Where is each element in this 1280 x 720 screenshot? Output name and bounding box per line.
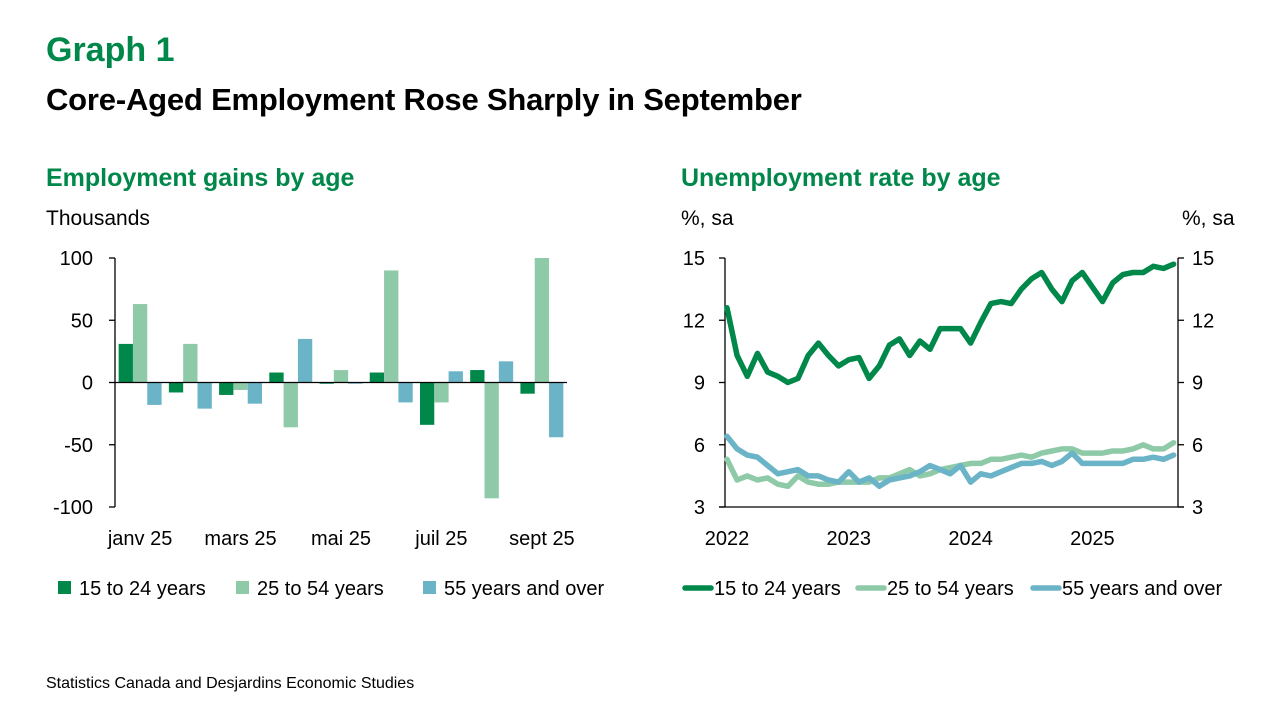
bar-x-tick-label: mai 25 (311, 528, 371, 550)
bar-25-to-54-years-1 (183, 343, 198, 383)
bar-25-to-54-years-4 (333, 370, 349, 383)
line-y-tick-label-left: 12 (683, 310, 705, 332)
line-chart-unit-left: %, sa (681, 207, 734, 230)
bar-legend-swatch (423, 581, 436, 594)
line-y-tick-label-left: 3 (694, 497, 705, 519)
bar-x-tick-label: juil 25 (414, 528, 467, 550)
bar-15-to-24-years-6 (419, 382, 435, 425)
bar-legend-swatch (58, 581, 71, 594)
bar-15-to-24-years-5 (369, 372, 385, 383)
bar-25-to-54-years-8 (534, 258, 550, 383)
bar-y-tick-label: 50 (71, 310, 93, 332)
bar-55-years-and-over-8 (549, 382, 564, 438)
bar-y-tick-label: -50 (64, 435, 93, 457)
bar-x-tick-label: mars 25 (204, 528, 276, 550)
bar-y-tick-label: 100 (60, 248, 93, 270)
bar-15-to-24-years-7 (470, 370, 485, 383)
line-series-55-years-and-over (724, 433, 1177, 490)
line-series-25-to-54-years (724, 439, 1177, 490)
line-y-tick-label-right: 12 (1192, 310, 1214, 332)
line-x-tick-label: 2024 (948, 528, 993, 550)
bar-55-years-and-over-7 (498, 361, 514, 383)
bar-25-to-54-years-2 (233, 382, 248, 390)
bar-chart: 100 50 0 -50 -100 janv 25 mars 25 mai 25 juil 25… (53, 248, 604, 600)
line-x-tick-label: 2025 (1070, 528, 1115, 550)
bar-55-years-and-over-3 (297, 338, 313, 383)
bar-15-to-24-years-0 (118, 343, 133, 383)
line-series-15-to-24-years (724, 261, 1177, 386)
bar-chart-unit-label: Thousands (46, 207, 150, 230)
line-x-tick-label: 2023 (827, 528, 872, 550)
line-x-tick-label: 2022 (705, 528, 750, 550)
bar-25-to-54-years-3 (283, 382, 298, 428)
bar-legend-label: 25 to 54 years (257, 578, 384, 600)
bar-legend-label: 55 years and over (444, 578, 604, 600)
bar-15-to-24-years-3 (269, 372, 284, 383)
line-legend-label: 55 years and over (1062, 578, 1222, 600)
bar-legend-swatch (236, 581, 249, 594)
bar-55-years-and-over-6 (448, 371, 463, 383)
bar-15-to-24-years-1 (168, 382, 184, 393)
line-y-tick-label-right: 6 (1192, 435, 1203, 457)
source-note: Statistics Canada and Desjardins Economi… (46, 675, 415, 692)
bar-15-to-24-years-2 (219, 382, 234, 395)
bar-chart-title: Employment gains by age (46, 164, 355, 192)
bar-25-to-54-years-7 (484, 382, 499, 499)
bar-25-to-54-years-0 (132, 304, 148, 383)
line-y-tick-label-left: 9 (694, 373, 705, 395)
bar-y-tick-label: -100 (53, 497, 93, 519)
line-y-tick-label-left: 15 (683, 248, 705, 270)
bar-55-years-and-over-0 (147, 382, 162, 405)
line-chart-title: Unemployment rate by age (681, 164, 1001, 192)
bar-25-to-54-years-5 (384, 270, 399, 383)
bar-y-tick-label: 0 (82, 373, 93, 395)
graph-title: Core-Aged Employment Rose Sharply in Sep… (46, 82, 802, 117)
line-chart-unit-right: %, sa (1182, 207, 1235, 230)
line-y-tick-label-left: 6 (694, 435, 705, 457)
bar-55-years-and-over-2 (247, 382, 263, 404)
line-y-tick-label-right: 9 (1192, 373, 1203, 395)
bar-x-tick-label: sept 25 (509, 528, 575, 550)
graph-number: Graph 1 (46, 31, 175, 69)
bar-15-to-24-years-8 (520, 382, 535, 394)
line-y-tick-label-right: 15 (1192, 248, 1214, 270)
bar-55-years-and-over-5 (398, 382, 413, 403)
line-y-tick-label-right: 3 (1192, 497, 1203, 519)
bar-legend-label: 15 to 24 years (79, 578, 206, 600)
bar-25-to-54-years-6 (434, 382, 449, 403)
line-legend-label: 25 to 54 years (887, 578, 1014, 600)
bar-55-years-and-over-1 (197, 382, 212, 409)
line-legend-label: 15 to 24 years (714, 578, 841, 600)
bar-x-tick-label: janv 25 (107, 528, 173, 550)
